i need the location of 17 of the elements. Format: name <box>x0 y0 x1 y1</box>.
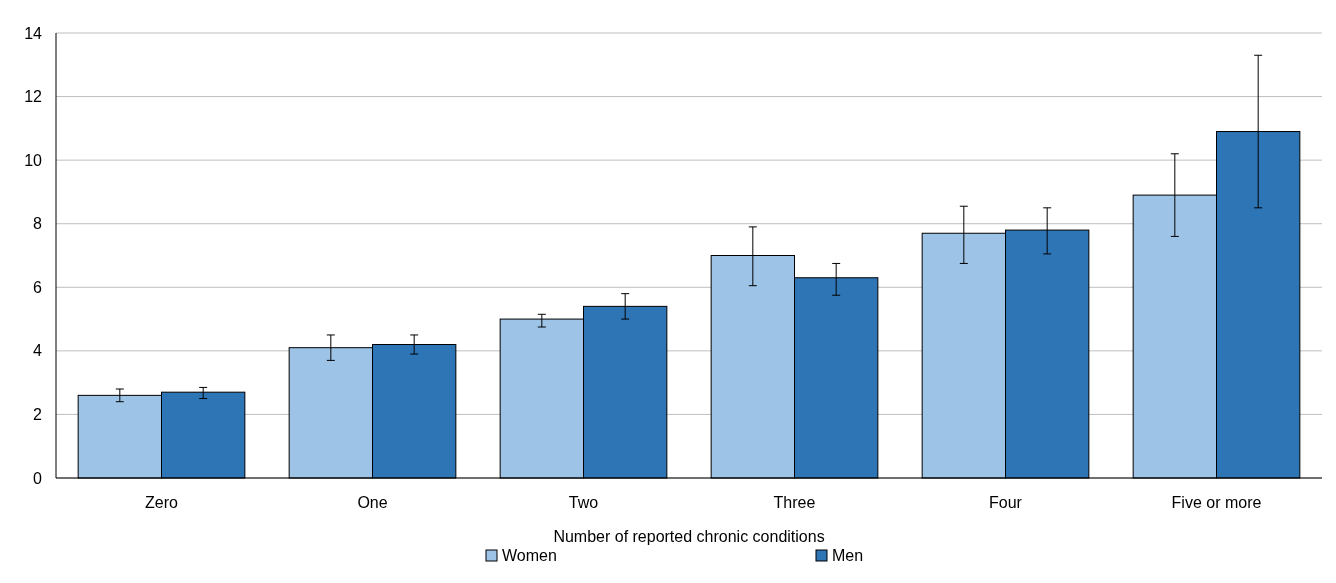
y-tick-label: 0 <box>33 469 43 487</box>
legend-label: Men <box>832 547 864 564</box>
x-tick-label: Five or more <box>1171 494 1262 511</box>
y-tick-label: 8 <box>33 215 43 233</box>
y-tick-label: 6 <box>33 278 43 296</box>
x-tick-label: One <box>357 494 388 511</box>
x-tick-label: Zero <box>145 494 179 511</box>
legend-label: Women <box>502 547 557 564</box>
x-tick-label: Four <box>989 494 1023 511</box>
x-tick-label: Two <box>568 494 599 511</box>
x-tick-label: Three <box>773 494 816 511</box>
x-axis-title: Number of reported chronic conditions <box>553 528 825 545</box>
y-tick-label: 12 <box>24 88 43 106</box>
y-tick-label: 4 <box>33 342 43 360</box>
y-tick-label: 14 <box>24 24 43 42</box>
y-tick-label: 10 <box>24 151 43 169</box>
y-tick-label: 2 <box>33 406 43 424</box>
